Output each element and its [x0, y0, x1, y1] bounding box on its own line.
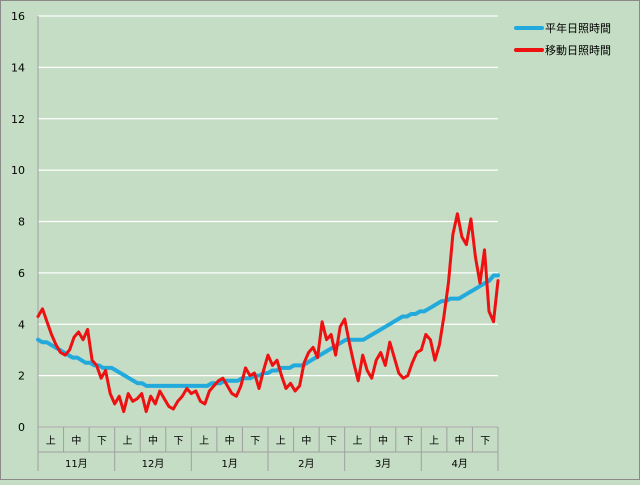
y-tick-label: 12 [11, 113, 25, 126]
x-tick-label: 中 [378, 434, 388, 447]
x-month-label: 12月 [142, 458, 165, 470]
x-tick-label: 上 [276, 435, 286, 447]
x-axis: 上 中 下 上 中 下 上 中 下 上 中 下 上 中 下 上 中 下 11月 12月 1月 2月 3月 4月 [37, 16, 499, 471]
x-month-label: 4月 [451, 458, 467, 470]
x-tick-label: 下 [174, 436, 184, 447]
x-tick-label: 上 [352, 435, 362, 447]
x-tick-label: 下 [250, 436, 260, 447]
x-tick-label: 下 [404, 436, 414, 447]
x-month-label: 2月 [298, 458, 314, 470]
legend-label: 移動日照時間 [545, 43, 611, 57]
y-tick-label: 16 [11, 10, 25, 23]
x-tick-label: 中 [71, 434, 81, 447]
x-tick-label: 上 [199, 435, 209, 447]
legend-label: 平年日照時間 [545, 21, 611, 35]
y-tick-label: 8 [18, 216, 25, 229]
x-month-label: 11月 [65, 458, 88, 470]
x-tick-label: 上 [46, 435, 56, 447]
x-tick-label: 中 [225, 434, 235, 447]
x-tick-label: 中 [455, 434, 465, 447]
x-tick-label: 中 [148, 434, 158, 447]
series-lines [36, 212, 500, 414]
x-tick-label: 中 [301, 434, 311, 447]
x-tick-label: 上 [429, 435, 439, 447]
y-tick-label: 2 [18, 370, 25, 383]
y-tick-label: 0 [18, 421, 25, 434]
x-month-label: 3月 [375, 458, 391, 470]
series-line-2 [36, 212, 500, 414]
y-tick-label: 6 [18, 267, 25, 280]
y-tick-label: 14 [11, 61, 25, 74]
x-tick-label: 下 [480, 436, 490, 447]
x-tick-label: 下 [97, 436, 107, 447]
series-line-1 [36, 273, 500, 388]
y-axis-tick-labels: 0 2 4 6 8 10 12 14 16 [11, 10, 25, 434]
y-tick-label: 4 [18, 318, 25, 331]
y-tick-label: 10 [11, 164, 25, 177]
x-tick-label: 下 [327, 436, 337, 447]
x-month-label: 1月 [221, 458, 237, 470]
x-tick-label: 上 [122, 435, 132, 447]
